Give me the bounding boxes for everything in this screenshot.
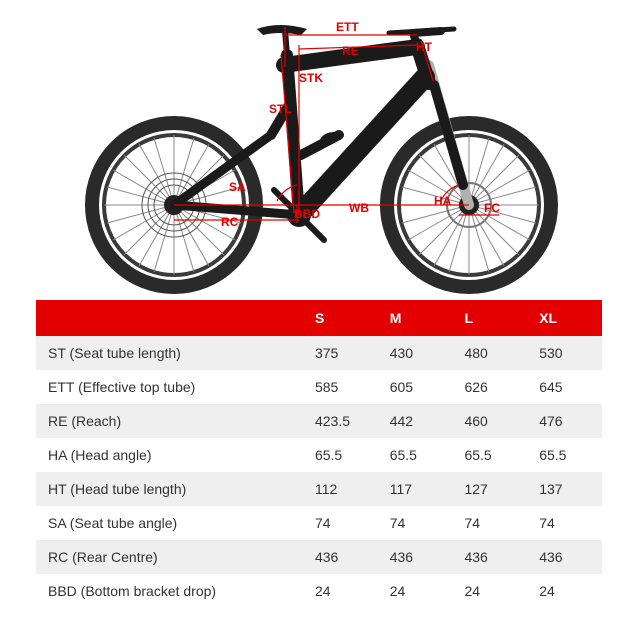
label-ett: ETT xyxy=(336,20,359,34)
table-row: HT (Head tube length)112117127137 xyxy=(36,472,602,506)
label-wb: WB xyxy=(349,201,369,215)
row-label: HA (Head angle) xyxy=(36,438,303,472)
header-blank xyxy=(36,300,303,336)
row-value: 74 xyxy=(527,506,602,540)
label-ha: HA xyxy=(434,194,452,208)
table-row: HA (Head angle)65.565.565.565.5 xyxy=(36,438,602,472)
row-value: 442 xyxy=(378,404,453,438)
row-value: 460 xyxy=(452,404,527,438)
rear-shock xyxy=(301,129,341,155)
label-bbd: BBD xyxy=(294,207,320,221)
row-label: HT (Head tube length) xyxy=(36,472,303,506)
table-row: ST (Seat tube length)375430480530 xyxy=(36,336,602,370)
header-size-xl: XL xyxy=(527,300,602,336)
row-value: 74 xyxy=(303,506,378,540)
geometry-table: S M L XL ST (Seat tube length)3754304805… xyxy=(36,300,602,608)
geometry-table-wrap: S M L XL ST (Seat tube length)3754304805… xyxy=(0,300,638,628)
row-value: 436 xyxy=(527,540,602,574)
row-value: 436 xyxy=(452,540,527,574)
row-label: SA (Seat tube angle) xyxy=(36,506,303,540)
saddle xyxy=(257,25,307,35)
row-value: 423.5 xyxy=(303,404,378,438)
row-label: RE (Reach) xyxy=(36,404,303,438)
header-size-l: L xyxy=(452,300,527,336)
bike-svg: ETT RE HT STK STL SA RC BBD WB HA FC xyxy=(39,5,599,295)
row-value: 626 xyxy=(452,370,527,404)
table-header-row: S M L XL xyxy=(36,300,602,336)
label-stl: STL xyxy=(269,102,292,116)
row-value: 65.5 xyxy=(378,438,453,472)
table-body: ST (Seat tube length)375430480530ETT (Ef… xyxy=(36,336,602,608)
table-row: RC (Rear Centre)436436436436 xyxy=(36,540,602,574)
label-rc: RC xyxy=(221,215,239,229)
table-row: SA (Seat tube angle)74747474 xyxy=(36,506,602,540)
row-value: 436 xyxy=(303,540,378,574)
row-value: 65.5 xyxy=(527,438,602,472)
row-value: 24 xyxy=(452,574,527,608)
row-label: ST (Seat tube length) xyxy=(36,336,303,370)
row-value: 476 xyxy=(527,404,602,438)
row-value: 605 xyxy=(378,370,453,404)
row-label: ETT (Effective top tube) xyxy=(36,370,303,404)
row-value: 375 xyxy=(303,336,378,370)
row-value: 112 xyxy=(303,472,378,506)
row-value: 65.5 xyxy=(452,438,527,472)
table-row: ETT (Effective top tube)585605626645 xyxy=(36,370,602,404)
label-sa: SA xyxy=(229,180,246,194)
row-label: RC (Rear Centre) xyxy=(36,540,303,574)
row-value: 645 xyxy=(527,370,602,404)
row-value: 24 xyxy=(527,574,602,608)
table-row: RE (Reach)423.5442460476 xyxy=(36,404,602,438)
row-value: 74 xyxy=(378,506,453,540)
row-value: 137 xyxy=(527,472,602,506)
label-ht: HT xyxy=(416,40,433,54)
row-value: 585 xyxy=(303,370,378,404)
label-re: RE xyxy=(342,44,359,58)
row-value: 24 xyxy=(303,574,378,608)
table-row: BBD (Bottom bracket drop)24242424 xyxy=(36,574,602,608)
row-label: BBD (Bottom bracket drop) xyxy=(36,574,303,608)
row-value: 24 xyxy=(378,574,453,608)
row-value: 480 xyxy=(452,336,527,370)
label-fc: FC xyxy=(484,201,500,215)
row-value: 430 xyxy=(378,336,453,370)
row-value: 530 xyxy=(527,336,602,370)
row-value: 74 xyxy=(452,506,527,540)
row-value: 127 xyxy=(452,472,527,506)
row-value: 65.5 xyxy=(303,438,378,472)
header-size-m: M xyxy=(378,300,453,336)
row-value: 117 xyxy=(378,472,453,506)
label-stk: STK xyxy=(299,71,323,85)
bike-geometry-diagram: ETT RE HT STK STL SA RC BBD WB HA FC xyxy=(0,0,638,300)
row-value: 436 xyxy=(378,540,453,574)
header-size-s: S xyxy=(303,300,378,336)
